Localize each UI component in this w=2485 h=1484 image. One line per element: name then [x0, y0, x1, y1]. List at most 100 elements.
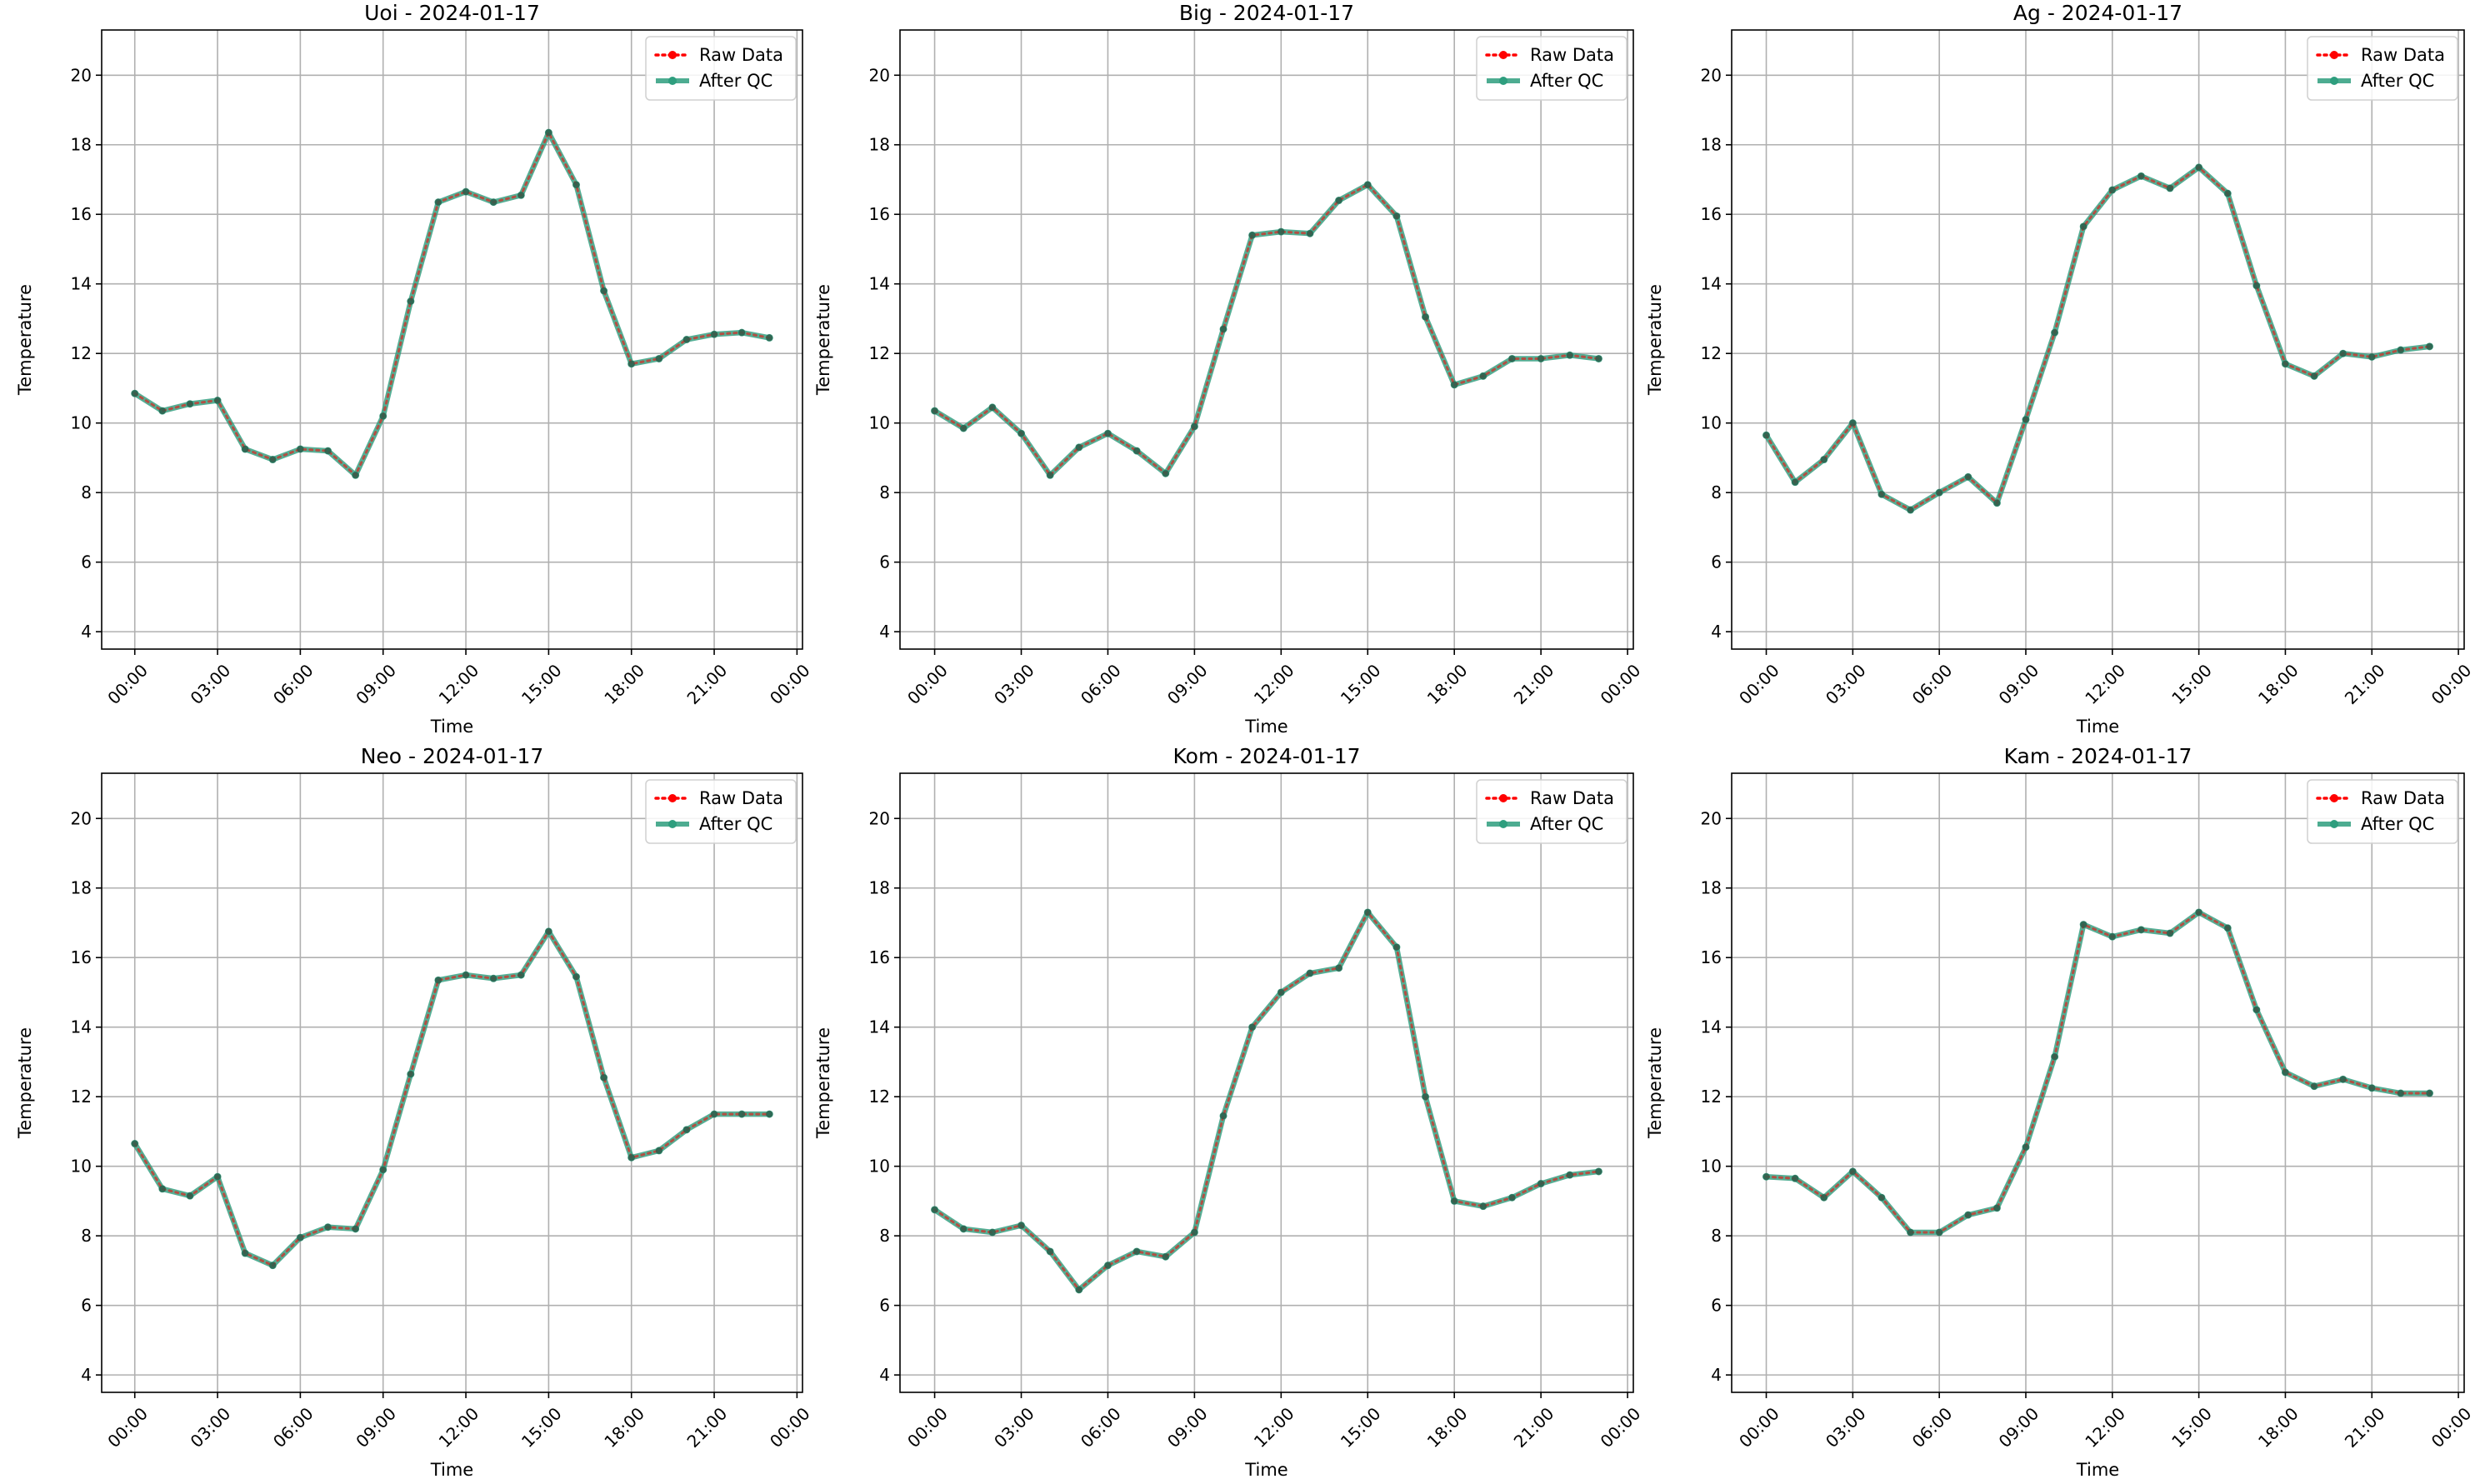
x-tick-label: 06:00: [269, 1403, 318, 1452]
x-tick-label: 06:00: [1077, 1403, 1125, 1452]
y-tick-label: 8: [879, 1226, 890, 1246]
x-tick-label: 00:00: [766, 1403, 814, 1452]
y-tick-label: 6: [879, 552, 890, 572]
legend-box: [645, 36, 797, 101]
legend-box: [1476, 779, 1628, 844]
legend-qc-label: After QC: [699, 71, 772, 91]
legend-box: [2307, 779, 2458, 844]
x-tick-label: 09:00: [1163, 1403, 1212, 1452]
raw-data-point: [2311, 1082, 2318, 1090]
y-tick-label: 14: [1701, 1017, 1722, 1037]
y-tick-label: 10: [1701, 1157, 1722, 1177]
raw-data-point: [1191, 422, 1198, 430]
y-tick-label: 14: [71, 274, 92, 294]
raw-data-point: [2167, 184, 2174, 192]
legend-qc-label: After QC: [1530, 814, 1603, 834]
legend-box: [2307, 36, 2458, 101]
raw-data-point: [1878, 1194, 1885, 1202]
raw-data-point: [434, 977, 442, 984]
raw-data-point: [1075, 443, 1082, 451]
chart-panel-5: 4 6 8 10 12 14 16 18 20 00:00 03:00 06:00 09:00 12:00…: [813, 744, 1644, 1480]
y-tick-label: 8: [1711, 1226, 1722, 1246]
legend: Raw Data After QC: [1476, 36, 1628, 101]
chart-panel-1: 4 6 8 10 12 14 16 18 20 00:00 03:00 06:00 09:00 12:00…: [15, 1, 814, 737]
x-tick-label: 00:00: [1735, 1403, 1783, 1452]
raw-data-point: [1162, 1253, 1169, 1261]
x-tick-label: 18:00: [2254, 1403, 2302, 1452]
raw-data-point: [931, 407, 938, 415]
raw-data-point: [988, 1228, 996, 1236]
raw-data-point: [1964, 473, 1972, 481]
raw-data-point: [1993, 1204, 2001, 1212]
legend-raw-label: Raw Data: [699, 45, 783, 65]
x-tick-label: 12:00: [2081, 1403, 2129, 1452]
axes-frame: [899, 29, 1634, 650]
raw-data-point: [1364, 181, 1372, 188]
raw-data-point: [1820, 1194, 1828, 1202]
raw-data-point: [711, 1111, 718, 1118]
y-tick-label: 14: [71, 1017, 92, 1037]
x-axis-label: Time: [430, 717, 473, 737]
x-tick-label: 03:00: [990, 660, 1038, 708]
series-raw-data-line: [1765, 165, 2431, 512]
legend-qc-label: After QC: [1530, 71, 1603, 91]
raw-data-point: [628, 1154, 635, 1162]
raw-data-point: [1964, 1212, 1972, 1219]
raw-data-point: [1451, 381, 1458, 388]
y-tick-label: 20: [71, 65, 92, 85]
legend: Raw Data After QC: [1476, 779, 1628, 844]
chart-panel-4: 4 6 8 10 12 14 16 18 20 00:00 03:00 06:00 09:00 12:00…: [15, 744, 814, 1480]
x-tick-label: 15:00: [1337, 1403, 1385, 1452]
x-tick-label: 06:00: [1908, 660, 1957, 708]
raw-data-point: [1566, 352, 1573, 359]
y-tick-label: 20: [869, 808, 890, 828]
raw-data-point: [711, 331, 718, 338]
raw-data-point: [1364, 908, 1372, 916]
raw-data-point: [1993, 499, 2001, 507]
chart-title: Kam - 2024-01-17: [2004, 744, 2192, 768]
raw-data-point: [655, 1147, 662, 1154]
raw-data-point: [186, 400, 193, 407]
raw-data-point: [352, 1225, 359, 1232]
legend-raw-marker: [668, 51, 677, 59]
x-tick-label: 12:00: [2081, 660, 2129, 708]
y-tick-label: 16: [869, 204, 890, 224]
legend-qc-marker: [2330, 77, 2338, 85]
x-tick-label: 00:00: [2428, 1403, 2476, 1452]
raw-data-point: [1133, 447, 1141, 455]
x-axis-label: Time: [2076, 1460, 2119, 1480]
raw-data-point: [269, 456, 277, 463]
raw-data-point: [131, 1140, 138, 1147]
y-tick-label: 6: [81, 1296, 92, 1316]
raw-data-point: [1508, 1194, 1516, 1202]
raw-data-point: [2368, 1084, 2376, 1092]
raw-data-point: [242, 445, 249, 452]
y-tick-label: 8: [879, 482, 890, 502]
raw-data-point: [2339, 350, 2347, 357]
raw-data-point: [1335, 964, 1342, 972]
axes-frame: [101, 772, 803, 1393]
raw-data-point: [407, 297, 414, 305]
raw-data-point: [1538, 1180, 1545, 1187]
raw-data-point: [462, 188, 470, 196]
y-tick-label: 12: [1701, 343, 1722, 363]
x-tick-label: 15:00: [518, 660, 566, 708]
y-axis-label: Temperature: [813, 1027, 833, 1139]
y-axis-label: Temperature: [1645, 284, 1665, 396]
y-tick-label: 20: [1701, 65, 1722, 85]
x-tick-label: 00:00: [103, 660, 152, 708]
raw-data-point: [682, 336, 690, 343]
raw-data-point: [297, 445, 304, 452]
x-tick-label: 06:00: [1908, 1403, 1957, 1452]
y-tick-label: 12: [71, 1087, 92, 1107]
legend-qc-marker: [2330, 820, 2338, 828]
y-tick-label: 18: [1701, 135, 1722, 155]
raw-data-point: [1907, 507, 1914, 514]
raw-data-point: [545, 129, 552, 137]
raw-data-point: [1220, 1112, 1228, 1120]
x-tick-label: 21:00: [1510, 660, 1558, 708]
raw-data-point: [2022, 1143, 2029, 1151]
raw-data-point: [1047, 472, 1054, 479]
y-tick-label: 20: [71, 808, 92, 828]
raw-data-point: [2252, 282, 2260, 289]
